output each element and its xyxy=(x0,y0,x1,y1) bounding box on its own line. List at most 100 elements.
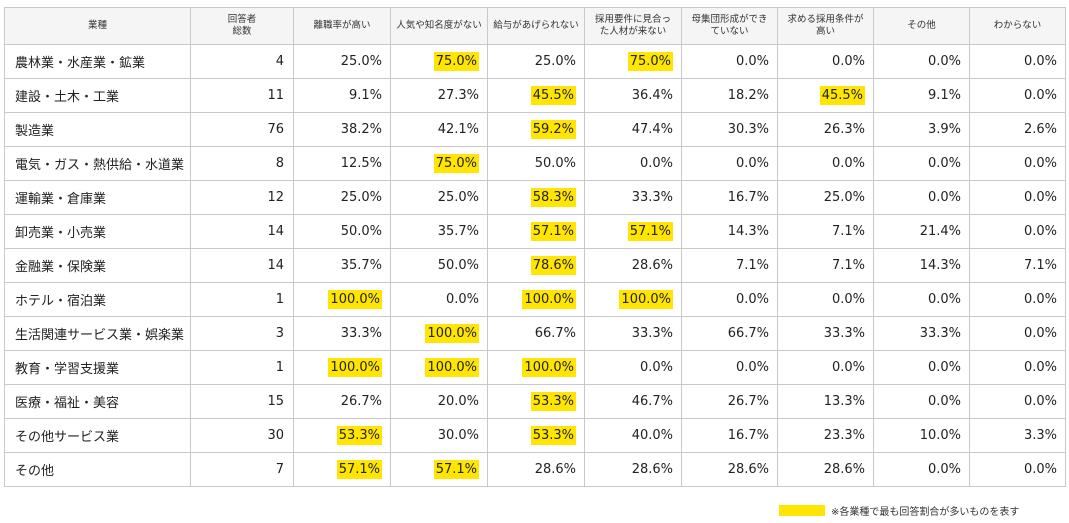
percent-cell: 7.1% xyxy=(777,248,874,283)
percent-cell: 100.0% xyxy=(390,350,488,385)
percent-cell: 0.0% xyxy=(873,180,970,215)
column-header: 給与があげられない xyxy=(487,7,585,45)
value: 0.0% xyxy=(927,190,961,205)
percent-cell: 45.5% xyxy=(487,78,585,113)
total-cell: 4 xyxy=(190,44,294,79)
percent-cell: 26.7% xyxy=(681,384,778,419)
highlighted-value: 59.2% xyxy=(530,120,576,139)
percent-cell: 28.6% xyxy=(584,248,682,283)
highlighted-value: 78.6% xyxy=(530,256,576,275)
column-header: 求める採用条件が 高い xyxy=(777,7,874,45)
total-cell: 15 xyxy=(190,384,294,419)
value: 0.0% xyxy=(927,292,961,307)
value: 0.0% xyxy=(927,462,961,477)
industry-cell: 運輸業・倉庫業 xyxy=(4,180,191,215)
table-row: 建設・土木・工業 11 9.1% 27.3% 45.5% 36.4% 18.2% 45.5% 9… xyxy=(4,78,1066,113)
value: 33.3% xyxy=(631,326,673,341)
value: 0.0% xyxy=(927,360,961,375)
percent-cell: 0.0% xyxy=(390,282,488,317)
percent-cell: 75.0% xyxy=(390,146,488,181)
legend-swatch xyxy=(779,504,825,516)
value: 10.0% xyxy=(919,428,961,443)
percent-cell: 0.0% xyxy=(681,350,778,385)
percent-cell: 50.0% xyxy=(487,146,585,181)
percent-cell: 0.0% xyxy=(969,44,1066,79)
highlighted-value: 53.3% xyxy=(530,392,576,411)
percent-cell: 28.6% xyxy=(777,452,874,487)
value: 14.3% xyxy=(919,258,961,273)
value: 3.9% xyxy=(927,122,961,137)
industry-cell: 建設・土木・工業 xyxy=(4,78,191,113)
percent-cell: 16.7% xyxy=(681,418,778,453)
percent-cell: 9.1% xyxy=(873,78,970,113)
value: 7.1% xyxy=(831,258,865,273)
value: 20.0% xyxy=(437,394,479,409)
highlighted-value: 57.1% xyxy=(336,460,382,479)
column-header: 人気や知名度がない xyxy=(390,7,488,45)
legend-text: ※各業種で最も回答割合が多いものを表す xyxy=(831,506,1020,518)
industry-cell: 金融業・保険業 xyxy=(4,248,191,283)
table-body: 農林業・水産業・鉱業 4 25.0% 75.0% 25.0% 75.0% 0.0% 0.0% 0… xyxy=(4,44,1066,487)
value: 42.1% xyxy=(437,122,479,137)
value: 27.3% xyxy=(437,88,479,103)
value: 0.0% xyxy=(1023,54,1057,69)
value: 26.7% xyxy=(727,394,769,409)
value: 28.6% xyxy=(823,462,865,477)
percent-cell: 10.0% xyxy=(873,418,970,453)
value: 0.0% xyxy=(445,292,479,307)
percent-cell: 47.4% xyxy=(584,112,682,147)
value: 0.0% xyxy=(1023,326,1057,341)
value: 40.0% xyxy=(631,428,673,443)
value: 28.6% xyxy=(631,462,673,477)
percent-cell: 100.0% xyxy=(293,350,391,385)
percent-cell: 66.7% xyxy=(487,316,585,351)
percent-cell: 9.1% xyxy=(293,78,391,113)
percent-cell: 100.0% xyxy=(487,282,585,317)
header-row: 業種 回答者 総数 離職率が高い 人気や知名度がない 給与があげられない 採用要件に見合った… xyxy=(4,7,1066,45)
percent-cell: 36.4% xyxy=(584,78,682,113)
industry-cell: 教育・学習支援業 xyxy=(4,350,191,385)
percent-cell: 0.0% xyxy=(681,146,778,181)
percent-cell: 0.0% xyxy=(969,384,1066,419)
value: 50.0% xyxy=(340,224,382,239)
percent-cell: 0.0% xyxy=(777,350,874,385)
value: 26.7% xyxy=(340,394,382,409)
value: 28.6% xyxy=(631,258,673,273)
percent-cell: 33.3% xyxy=(873,316,970,351)
value: 33.3% xyxy=(919,326,961,341)
percent-cell: 50.0% xyxy=(293,214,391,249)
value: 0.0% xyxy=(639,360,673,375)
value: 0.0% xyxy=(831,156,865,171)
percent-cell: 23.3% xyxy=(777,418,874,453)
percent-cell: 59.2% xyxy=(487,112,585,147)
value: 25.0% xyxy=(534,54,576,69)
value: 25.0% xyxy=(340,54,382,69)
percent-cell: 30.0% xyxy=(390,418,488,453)
value: 66.7% xyxy=(534,326,576,341)
value: 26.3% xyxy=(823,122,865,137)
value: 25.0% xyxy=(340,190,382,205)
percent-cell: 3.3% xyxy=(969,418,1066,453)
highlighted-value: 45.5% xyxy=(819,86,865,105)
column-header: 業種 xyxy=(4,7,191,45)
percent-cell: 20.0% xyxy=(390,384,488,419)
percent-cell: 0.0% xyxy=(584,350,682,385)
value: 0.0% xyxy=(831,292,865,307)
table-row: 農林業・水産業・鉱業 4 25.0% 75.0% 25.0% 75.0% 0.0% 0.0% 0… xyxy=(4,44,1066,79)
table-row: ホテル・宿泊業 1 100.0% 0.0% 100.0% 100.0% 0.0% 0.0% 0.… xyxy=(4,282,1066,317)
highlighted-value: 100.0% xyxy=(522,290,576,309)
industry-cell: ホテル・宿泊業 xyxy=(4,282,191,317)
value: 0.0% xyxy=(831,54,865,69)
percent-cell: 38.2% xyxy=(293,112,391,147)
total-cell: 12 xyxy=(190,180,294,215)
total-cell: 1 xyxy=(190,282,294,317)
percent-cell: 25.0% xyxy=(487,44,585,79)
percent-cell: 0.0% xyxy=(873,146,970,181)
value: 35.7% xyxy=(340,258,382,273)
highlighted-value: 75.0% xyxy=(627,52,673,71)
column-header: わからない xyxy=(969,7,1066,45)
percent-cell: 0.0% xyxy=(777,44,874,79)
percent-cell: 75.0% xyxy=(584,44,682,79)
percent-cell: 53.3% xyxy=(487,418,585,453)
value: 28.6% xyxy=(534,462,576,477)
